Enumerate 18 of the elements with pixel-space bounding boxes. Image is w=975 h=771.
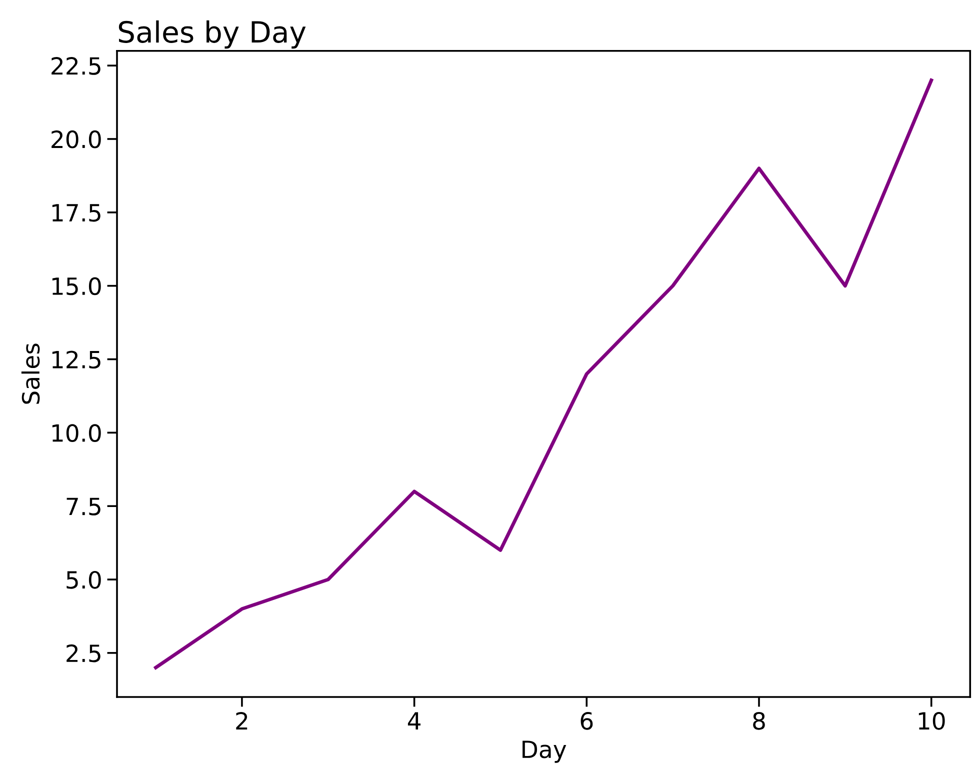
y-tick-label: 10.0 [52,424,101,442]
y-tick-label: 12.5 [52,350,100,369]
x-tick-label: 10 [918,712,945,730]
line-series [154,78,934,670]
chart-title: Sales by Day [118,20,306,49]
y-tick-label: 7.5 [66,498,100,516]
x-tick-label: 2 [236,712,248,730]
y-tick-label: 2.5 [66,644,100,662]
x-tick-label: 4 [408,712,420,730]
y-tick-label: 22.5 [52,57,100,75]
y-tick-label: 17.5 [52,204,100,222]
x-tick-label: 6 [580,712,593,730]
y-axis-title: Sales [21,344,40,404]
y-tick-label: 15.0 [52,277,101,296]
y-tick-label: 5.0 [66,570,101,589]
x-tick-label: 8 [753,712,765,730]
y-tick-label: 20.0 [52,130,101,148]
x-axis-title: Day [522,740,566,763]
